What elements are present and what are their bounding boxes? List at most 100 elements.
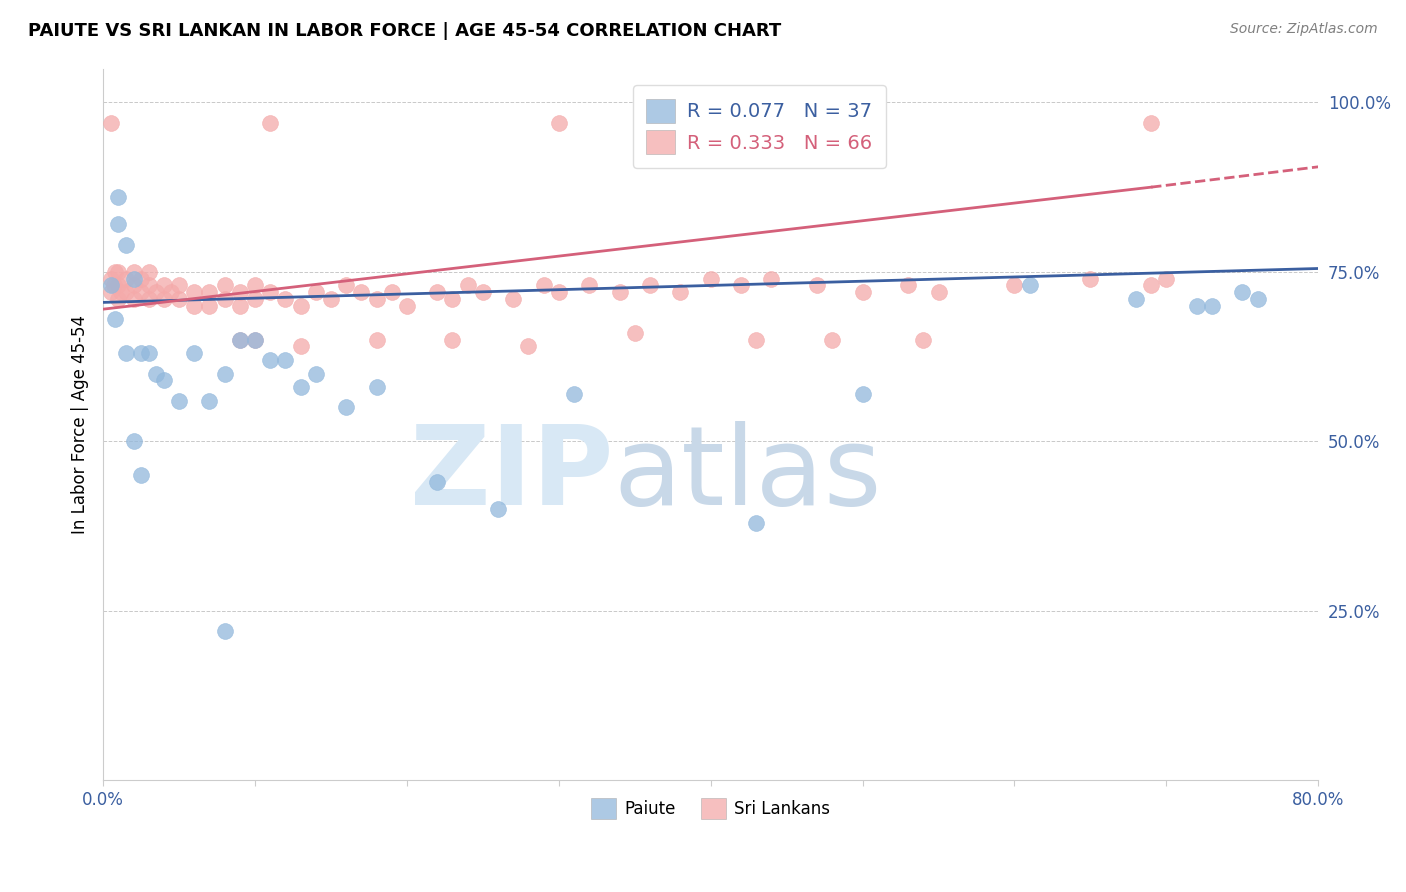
- Point: [638, 278, 661, 293]
- Point: [100, 271, 122, 285]
- Point: [1080, 271, 1102, 285]
- Point: [129, 346, 152, 360]
- Point: [129, 468, 152, 483]
- Point: [243, 278, 266, 293]
- Point: [381, 285, 404, 300]
- Point: [243, 333, 266, 347]
- Point: [153, 373, 176, 387]
- Point: [104, 312, 127, 326]
- Point: [426, 475, 449, 489]
- Point: [153, 292, 176, 306]
- Point: [214, 292, 236, 306]
- Point: [502, 292, 524, 306]
- Point: [115, 271, 138, 285]
- Point: [290, 339, 312, 353]
- Point: [912, 333, 935, 347]
- Point: [730, 278, 752, 293]
- Point: [366, 333, 388, 347]
- Point: [699, 271, 721, 285]
- Point: [305, 285, 328, 300]
- Point: [1232, 285, 1254, 300]
- Point: [115, 237, 138, 252]
- Point: [1140, 278, 1163, 293]
- Point: [274, 292, 297, 306]
- Point: [745, 516, 768, 530]
- Point: [122, 271, 145, 285]
- Point: [441, 333, 464, 347]
- Point: [107, 265, 129, 279]
- Point: [669, 285, 692, 300]
- Point: [100, 116, 122, 130]
- Point: [395, 299, 418, 313]
- Y-axis label: In Labor Force | Age 45-54: In Labor Force | Age 45-54: [72, 315, 89, 534]
- Point: [183, 299, 205, 313]
- Point: [457, 278, 479, 293]
- Point: [578, 278, 600, 293]
- Point: [115, 285, 138, 300]
- Point: [138, 278, 160, 293]
- Point: [1004, 278, 1026, 293]
- Point: [609, 285, 631, 300]
- Point: [122, 292, 145, 306]
- Point: [122, 278, 145, 293]
- Point: [129, 271, 152, 285]
- Point: [335, 278, 357, 293]
- Point: [229, 333, 252, 347]
- Point: [145, 367, 167, 381]
- Point: [107, 190, 129, 204]
- Point: [852, 285, 875, 300]
- Point: [145, 285, 167, 300]
- Point: [350, 285, 373, 300]
- Point: [167, 278, 190, 293]
- Point: [761, 271, 783, 285]
- Point: [198, 299, 221, 313]
- Point: [486, 502, 509, 516]
- Point: [214, 367, 236, 381]
- Point: [533, 278, 555, 293]
- Text: Source: ZipAtlas.com: Source: ZipAtlas.com: [1230, 22, 1378, 37]
- Point: [214, 624, 236, 639]
- Point: [319, 292, 342, 306]
- Point: [305, 367, 328, 381]
- Point: [167, 393, 190, 408]
- Point: [107, 292, 129, 306]
- Point: [426, 285, 449, 300]
- Point: [1185, 299, 1208, 313]
- Point: [160, 285, 183, 300]
- Legend: Paiute, Sri Lankans: Paiute, Sri Lankans: [585, 792, 837, 825]
- Point: [243, 333, 266, 347]
- Point: [259, 353, 281, 368]
- Text: ZIP: ZIP: [411, 421, 613, 528]
- Point: [1018, 278, 1040, 293]
- Point: [259, 285, 281, 300]
- Point: [138, 265, 160, 279]
- Point: [623, 326, 645, 340]
- Point: [167, 292, 190, 306]
- Point: [122, 434, 145, 449]
- Point: [103, 278, 125, 293]
- Text: atlas: atlas: [613, 421, 882, 528]
- Point: [138, 292, 160, 306]
- Point: [1246, 292, 1268, 306]
- Point: [214, 278, 236, 293]
- Point: [290, 299, 312, 313]
- Point: [259, 116, 281, 130]
- Point: [100, 278, 122, 293]
- Point: [562, 387, 585, 401]
- Point: [471, 285, 494, 300]
- Point: [229, 333, 252, 347]
- Point: [1201, 299, 1223, 313]
- Point: [547, 285, 569, 300]
- Point: [1125, 292, 1147, 306]
- Point: [198, 285, 221, 300]
- Point: [107, 218, 129, 232]
- Text: PAIUTE VS SRI LANKAN IN LABOR FORCE | AGE 45-54 CORRELATION CHART: PAIUTE VS SRI LANKAN IN LABOR FORCE | AG…: [28, 22, 782, 40]
- Point: [928, 285, 950, 300]
- Point: [1156, 271, 1178, 285]
- Point: [1140, 116, 1163, 130]
- Point: [229, 285, 252, 300]
- Point: [104, 265, 127, 279]
- Point: [110, 285, 132, 300]
- Point: [806, 278, 828, 293]
- Point: [745, 333, 768, 347]
